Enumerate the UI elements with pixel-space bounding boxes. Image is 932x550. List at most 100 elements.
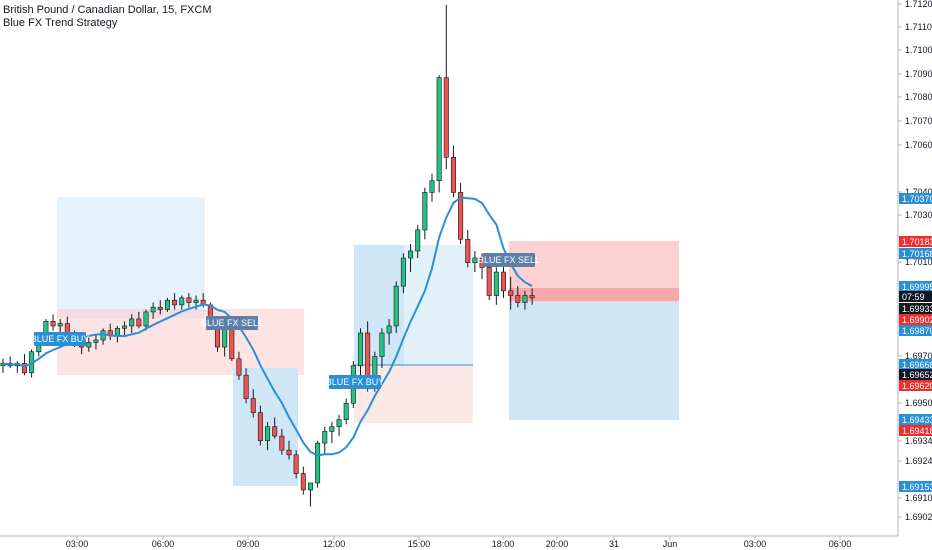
price-tag [899, 314, 932, 325]
candle-body[interactable] [272, 426, 278, 437]
candle-body[interactable] [93, 339, 99, 343]
candle-body[interactable] [336, 419, 342, 428]
candle-body[interactable] [164, 299, 170, 310]
y-tick-label: 1.71000 [905, 45, 932, 55]
candle-body[interactable] [472, 257, 478, 264]
candle-body[interactable] [250, 398, 256, 413]
candle-body[interactable] [443, 77, 449, 158]
candle-body[interactable] [393, 285, 399, 327]
y-tick-label: 1.70100 [905, 257, 932, 267]
price-tag-label: 1.69933 [902, 304, 932, 314]
candle-body[interactable] [422, 192, 428, 231]
price-tag [899, 291, 932, 302]
candle-body[interactable] [193, 299, 199, 303]
candle-body[interactable] [157, 306, 163, 310]
candle-body[interactable] [486, 267, 492, 296]
candle-body[interactable] [465, 238, 471, 264]
y-tick-label: 1.71200 [905, 0, 932, 9]
candle-body[interactable] [429, 180, 435, 193]
candle-body[interactable] [293, 454, 299, 474]
y-tick-label: 1.69100 [905, 493, 932, 503]
candle-body[interactable] [300, 473, 306, 491]
indicator-name: Blue FX Trend Strategy [3, 17, 118, 29]
signal-label[interactable] [483, 253, 535, 267]
candle-body[interactable] [172, 299, 178, 306]
price-tag [899, 414, 932, 425]
candle-body[interactable] [458, 192, 464, 240]
candle-body[interactable] [315, 442, 321, 484]
candle-body[interactable] [57, 323, 63, 327]
price-tag-label: 07:59 [902, 292, 925, 302]
price-axis[interactable] [899, 0, 932, 550]
candle-body[interactable] [508, 290, 514, 296]
candle-body[interactable] [322, 431, 328, 444]
candle-body[interactable] [50, 320, 56, 327]
x-tick-label: 06:00 [829, 539, 852, 549]
x-tick-label: 09:00 [237, 539, 260, 549]
x-tick-label: 06:00 [152, 539, 175, 549]
candle-body[interactable] [21, 363, 27, 374]
price-tag-label: 1.69995 [902, 282, 932, 292]
signal-label[interactable] [34, 332, 86, 346]
candle-body[interactable] [529, 295, 535, 299]
candle-body[interactable] [286, 449, 292, 456]
candle-body[interactable] [436, 77, 442, 182]
candle-body[interactable] [179, 297, 185, 306]
price-tag [899, 369, 932, 380]
entry-band [509, 288, 679, 301]
candle-body[interactable] [522, 295, 528, 303]
y-tick-label: 1.70300 [905, 210, 932, 220]
candle-body[interactable] [307, 482, 313, 491]
candle-body[interactable] [379, 332, 385, 357]
candle-body[interactable] [357, 332, 363, 367]
trade-zone [354, 365, 473, 423]
x-tick-label: 12:00 [323, 539, 346, 549]
candle-body[interactable] [86, 342, 92, 348]
candle-body[interactable] [386, 325, 392, 334]
candle-body[interactable] [257, 412, 263, 442]
y-tick-label: 1.70900 [905, 69, 932, 79]
candle-body[interactable] [500, 271, 506, 292]
signal-label[interactable] [329, 375, 381, 389]
y-tick-label: 1.71100 [905, 22, 932, 32]
signal-label-text: BLUE FX SELL [478, 255, 540, 265]
trade-zone [509, 302, 679, 420]
y-tick-label: 1.69340 [905, 436, 932, 446]
signal-label[interactable] [206, 316, 258, 330]
candle-body[interactable] [515, 295, 521, 303]
candle-body[interactable] [129, 318, 135, 327]
price-tag-label: 1.69668 [902, 360, 932, 370]
candle-body[interactable] [450, 156, 456, 193]
price-tag-label: 1.69418 [902, 426, 932, 436]
x-tick-label: 03:00 [66, 539, 89, 549]
candle-body[interactable] [493, 271, 499, 296]
candle-body[interactable] [400, 257, 406, 287]
candle-body[interactable] [222, 328, 228, 348]
candle-body[interactable] [229, 328, 235, 360]
price-tag-label: 1.69870 [902, 326, 932, 336]
y-tick-label: 1.70600 [905, 140, 932, 150]
candle-body[interactable] [236, 358, 242, 376]
candle-body[interactable] [150, 306, 156, 313]
candle-body[interactable] [136, 318, 142, 327]
candle-body[interactable] [243, 374, 249, 399]
candle-body[interactable] [415, 229, 421, 252]
candle-body[interactable] [265, 426, 271, 442]
y-tick-label: 1.70700 [905, 116, 932, 126]
candle-body[interactable] [114, 328, 120, 336]
candle-body[interactable] [186, 297, 192, 303]
candle-body[interactable] [329, 426, 335, 432]
y-tick-label: 1.69500 [905, 398, 932, 408]
candle-body[interactable] [122, 325, 128, 329]
candle-body[interactable] [408, 250, 414, 259]
trend-ma-line [2, 196, 533, 457]
candle-body[interactable] [343, 402, 349, 420]
y-tick-label: 1.70800 [905, 92, 932, 102]
chart-title: British Pound / Canadian Dollar, 15, FXC… [3, 4, 212, 16]
candle-body[interactable] [279, 435, 285, 451]
y-tick-label: 1.70400 [905, 187, 932, 197]
x-tick-label: 03:00 [744, 539, 767, 549]
price-tag [899, 281, 932, 292]
candle-body[interactable] [143, 311, 149, 327]
